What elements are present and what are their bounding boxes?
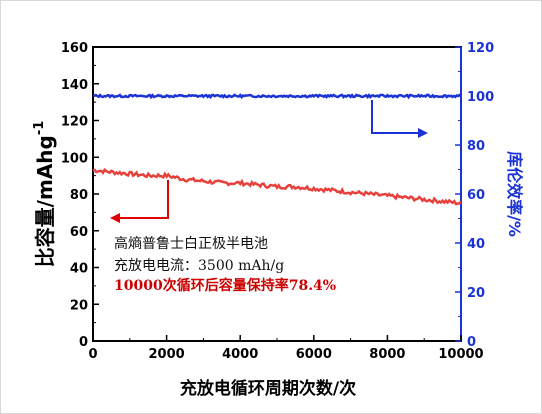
x-tick-label: 6000 bbox=[296, 347, 332, 362]
y-left-tick-label: 80 bbox=[70, 188, 88, 203]
x-tick-label: 4000 bbox=[222, 347, 258, 362]
x-tick-label: 2000 bbox=[149, 347, 185, 362]
efficiency-arrow bbox=[371, 100, 428, 138]
plot-area bbox=[92, 46, 462, 342]
y-left-tick-label: 0 bbox=[79, 335, 88, 350]
series-capacity bbox=[92, 167, 462, 206]
y-left-tick-label: 40 bbox=[70, 262, 88, 277]
y-axis-right: 0 20 40 60 80 100 120 bbox=[455, 41, 494, 350]
y-left-tick-label: 140 bbox=[61, 78, 88, 93]
y-right-tick-label: 60 bbox=[467, 188, 485, 203]
annotation-line1: 高熵普鲁士白正极半电池 bbox=[114, 235, 268, 252]
y-left-tick-label: 120 bbox=[61, 115, 88, 130]
y-axis-left-title: 比容量/mAhg-1 bbox=[32, 121, 57, 268]
y-right-tick-label: 100 bbox=[467, 90, 494, 105]
annotation-line3: 10000次循环后容量保持率78.4% bbox=[114, 277, 336, 294]
x-axis-title: 充放电循环周期次数/次 bbox=[180, 378, 356, 399]
y-left-tick-label: 160 bbox=[61, 41, 88, 56]
x-axis: 0 2000 4000 6000 8000 10000 bbox=[88, 335, 484, 362]
y-right-tick-label: 20 bbox=[467, 286, 485, 301]
y-left-tick-label: 100 bbox=[61, 151, 88, 166]
y-right-tick-label: 40 bbox=[467, 237, 485, 252]
y-axis-left-title-sup: -1 bbox=[32, 121, 47, 135]
x-tick-label: 10000 bbox=[438, 347, 483, 362]
y-axis-right-title: 库伦效率/% bbox=[505, 151, 524, 237]
y-axis-left-title-base: 比容量/mAhg bbox=[33, 135, 57, 267]
y-left-tick-label: 60 bbox=[70, 225, 88, 240]
y-right-tick-label: 80 bbox=[467, 139, 485, 154]
y-right-tick-label: 0 bbox=[467, 335, 476, 350]
y-axis-left: 0 20 40 60 80 100 120 140 160 bbox=[61, 41, 99, 350]
x-tick-label: 8000 bbox=[369, 347, 405, 362]
capacity-arrow bbox=[110, 180, 169, 223]
annotation-line2: 充放电电流：3500 mAh/g bbox=[114, 258, 284, 274]
x-tick-label: 0 bbox=[88, 347, 97, 362]
series-efficiency bbox=[92, 93, 462, 100]
y-right-tick-label: 120 bbox=[467, 41, 494, 56]
y-left-tick-label: 20 bbox=[70, 298, 88, 313]
